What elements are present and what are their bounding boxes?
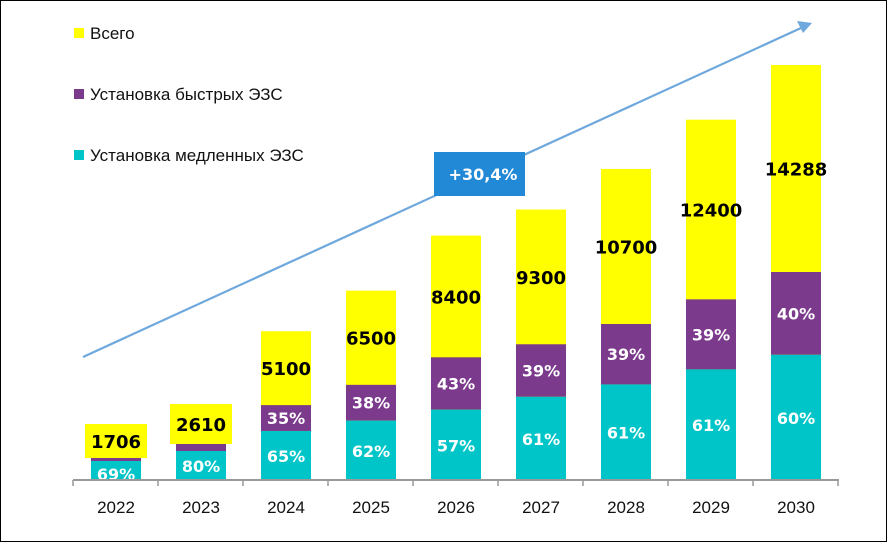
bar-slow [516, 396, 566, 479]
bar-group-2023: 80% 2610 [170, 404, 232, 479]
label-fast-pct: 40% [777, 304, 815, 323]
label-slow-pct: 62% [352, 442, 390, 461]
bar-group-2022: 69% 1706 [85, 424, 147, 484]
bar-total [85, 424, 147, 458]
bar-slow [176, 451, 226, 479]
legend: Всего Установка быстрых ЭЗС Установка медл… [74, 24, 304, 165]
arrowhead-icon [797, 21, 812, 33]
label-slow-pct: 65% [267, 447, 305, 466]
bar-fast [261, 405, 311, 431]
label-fast-pct: 39% [692, 325, 730, 344]
label-total: 2610 [176, 415, 226, 436]
growth-badge [434, 152, 525, 196]
label-fast-pct: 38% [352, 394, 390, 413]
legend-label: Установка медленных ЭЗС [90, 146, 304, 165]
label-slow-pct: 61% [607, 424, 645, 443]
label-fast-pct: 39% [607, 345, 645, 364]
bar-group-2025: 62% 38% 6500 [346, 290, 396, 479]
bar-group-2028: 61% 39% 10700 [595, 168, 658, 479]
legend-swatch [74, 28, 84, 38]
legend-label: Установка быстрых ЭЗС [90, 85, 283, 104]
legend-label: Всего [90, 24, 135, 43]
bar-group-2030: 60% 40% 14288 [765, 65, 828, 479]
label-slow-pct: 60% [777, 409, 815, 428]
label-slow-pct: 80% [182, 457, 220, 476]
bar-total [170, 404, 232, 444]
x-tick-label: 2029 [692, 498, 730, 517]
bar-slow [601, 384, 651, 479]
label-slow-pct: 61% [692, 416, 730, 435]
bar-slow [91, 461, 141, 479]
trend-arrow: +30,4% [82, 21, 812, 359]
bar-group-2024: 65% 35% 5100 [261, 331, 311, 479]
label-total: 14288 [765, 160, 828, 181]
x-tick-label: 2025 [352, 498, 390, 517]
label-fast-pct: 39% [522, 362, 560, 381]
bar-slow [261, 430, 311, 479]
bar-fast [431, 357, 481, 410]
label-total: 1706 [91, 432, 141, 453]
bar-fast [601, 323, 651, 385]
x-tick-label: 2023 [182, 498, 220, 517]
label-total: 9300 [516, 268, 566, 289]
bar-fast [771, 272, 821, 355]
label-total: 8400 [431, 287, 481, 308]
x-tick-label: 2028 [607, 498, 645, 517]
bar-slow [771, 354, 821, 479]
label-total: 6500 [346, 329, 396, 350]
bar-fast [686, 299, 736, 370]
label-total: 10700 [595, 237, 658, 258]
x-tick-label: 2030 [777, 498, 815, 517]
label-fast-pct: 35% [267, 409, 305, 428]
bar-fast [176, 444, 226, 451]
legend-swatch [74, 89, 84, 99]
label-fast-pct: 43% [437, 374, 475, 393]
bar-slow [686, 369, 736, 479]
label-total: 12400 [680, 201, 743, 222]
bar-slow [346, 420, 396, 479]
bar-slow [431, 409, 481, 479]
bar-group-2029: 61% 39% 12400 [680, 119, 743, 479]
x-tick-label: 2024 [267, 498, 305, 517]
bar-group-2026: 57% 43% 8400 [431, 235, 481, 479]
bars: 69% 1706 80% 2610 65% 35% 5100 62% 38% 6500 57% 43%… [85, 65, 827, 484]
label-total: 5100 [261, 359, 311, 380]
label-slow-pct: 57% [437, 436, 475, 455]
bar-fast [91, 458, 141, 461]
legend-swatch [74, 150, 84, 160]
x-tick-label: 2026 [437, 498, 475, 517]
label-slow-pct: 61% [522, 430, 560, 449]
x-axis: 2022 2023 2024 2025 2026 2027 2028 2029 2030 [72, 479, 839, 517]
label-slow-pct: 69% [97, 465, 135, 484]
bar-group-2027: 61% 39% 9300 [516, 209, 566, 479]
bar-fast [346, 384, 396, 421]
x-tick-label: 2027 [522, 498, 560, 517]
bar-fast [516, 344, 566, 397]
growth-badge-text: +30,4% [449, 165, 518, 184]
x-tick-label: 2022 [97, 498, 135, 517]
